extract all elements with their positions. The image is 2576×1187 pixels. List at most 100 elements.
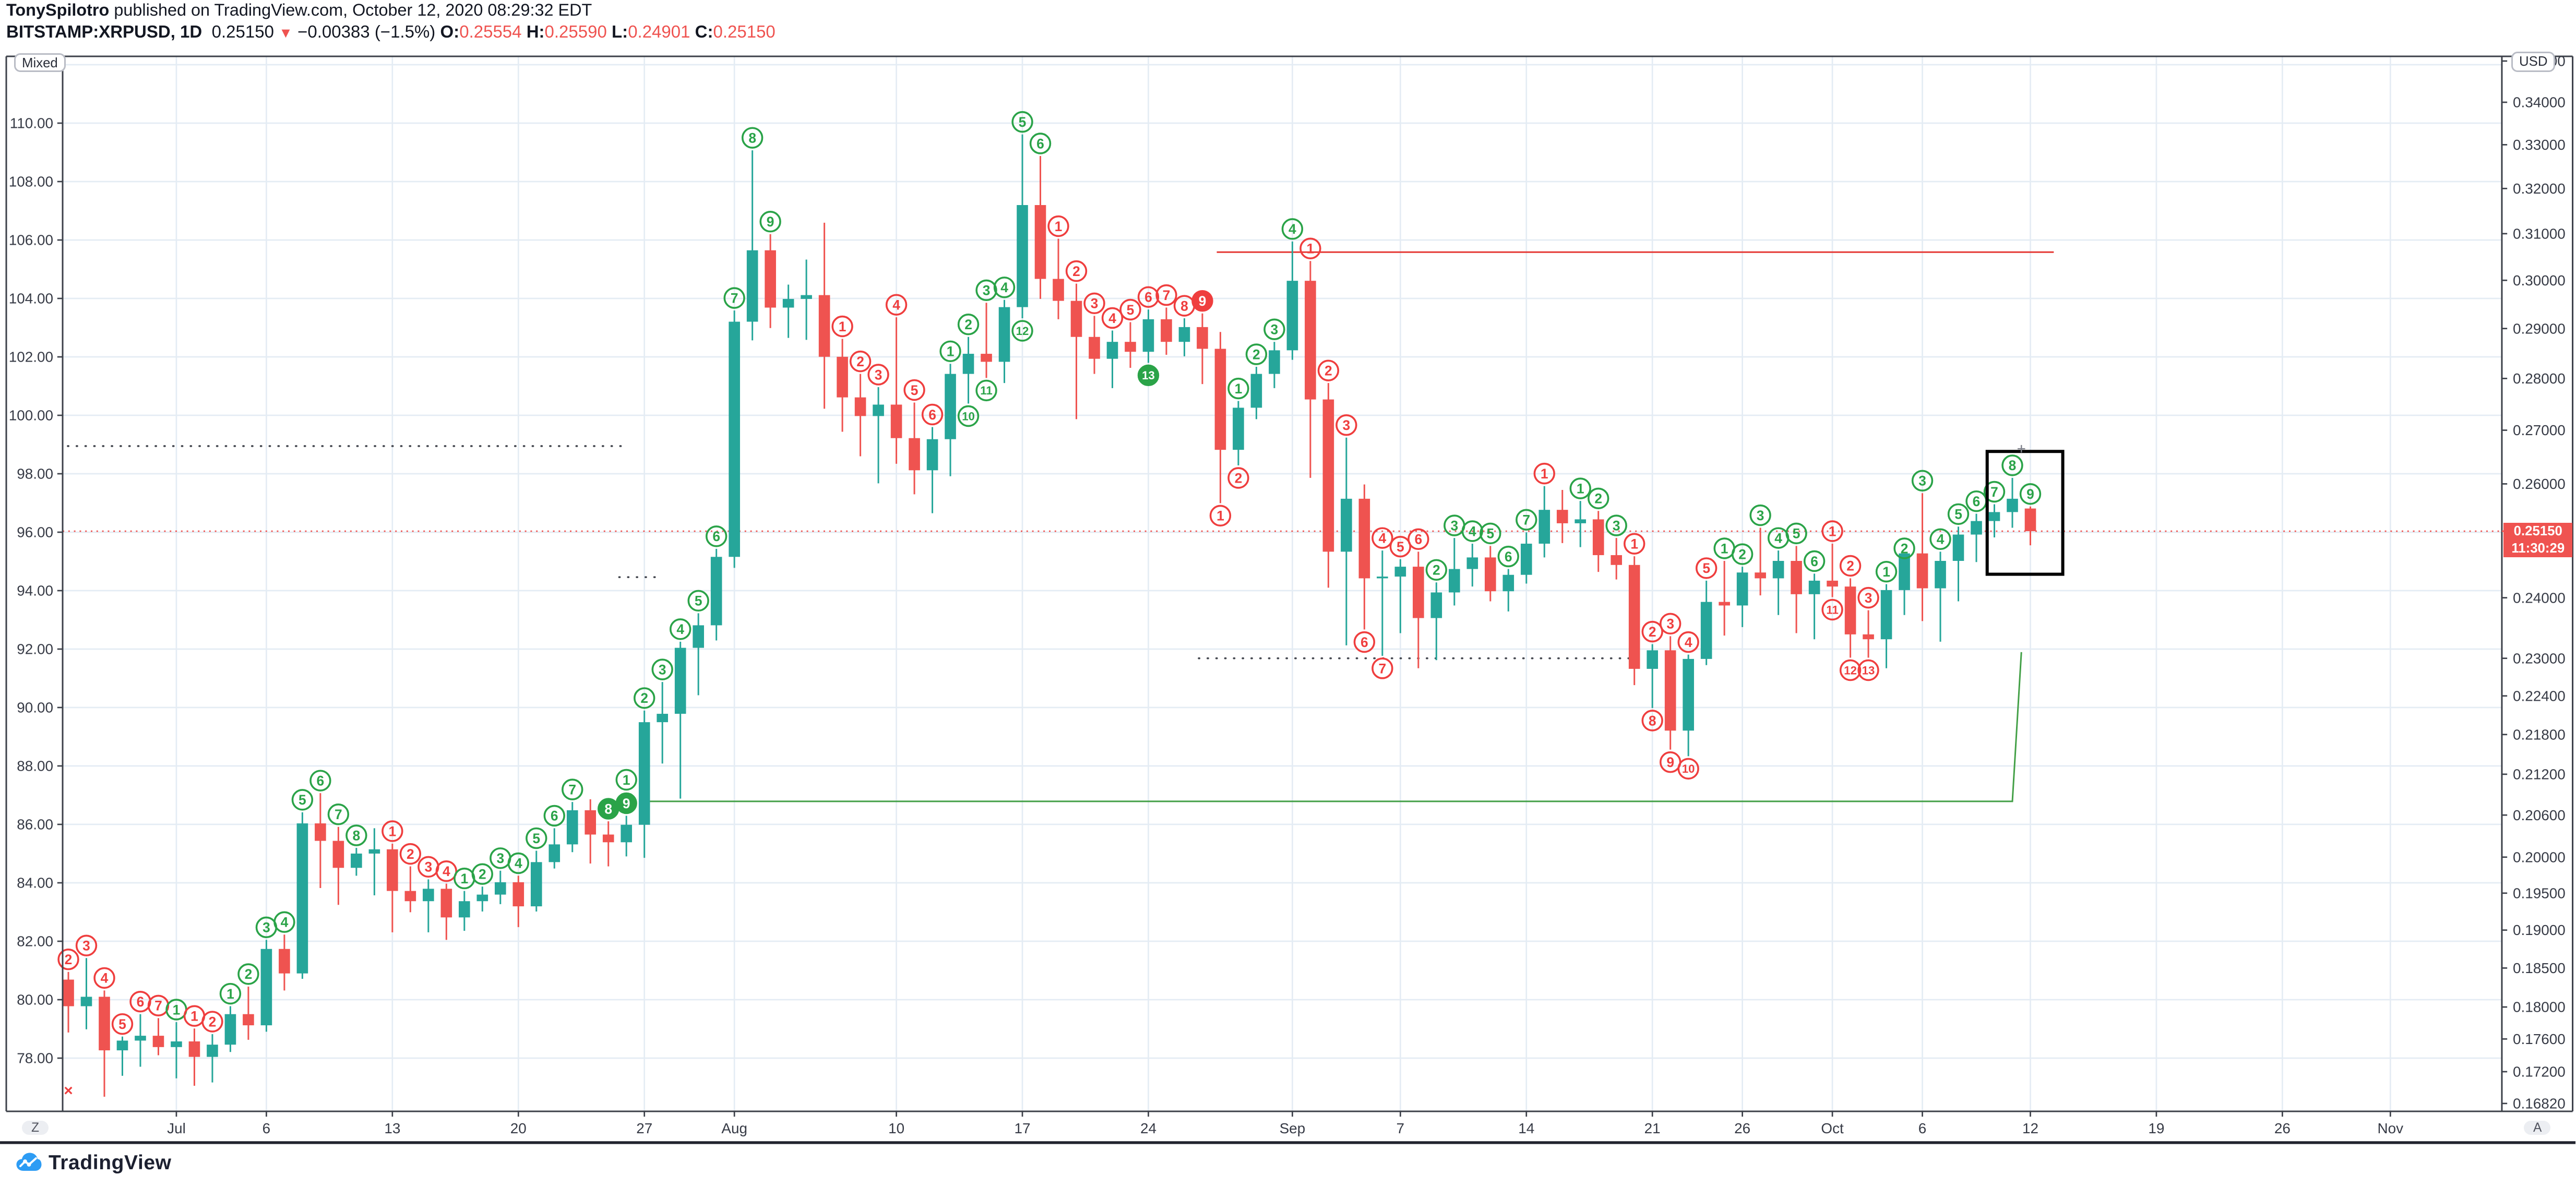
svg-text:14: 14 [1518, 1120, 1534, 1136]
svg-text:1: 1 [839, 319, 846, 334]
chart-header: TonySpilotro published on TradingView.co… [6, 2, 776, 44]
svg-text:6: 6 [137, 994, 145, 1010]
svg-text:1: 1 [623, 772, 630, 788]
svg-text:8: 8 [604, 801, 612, 817]
svg-text:86.00: 86.00 [17, 817, 53, 833]
svg-text:0.19500: 0.19500 [2513, 885, 2566, 901]
svg-text:Jul: Jul [167, 1120, 186, 1136]
svg-text:19: 19 [2148, 1120, 2164, 1136]
symbol-title[interactable]: BITSTAMP:XRPUSD, 1D [6, 22, 202, 42]
left-axis-setting-button[interactable]: Z [22, 1120, 49, 1135]
snapshot-footer: TradingView [0, 1145, 2576, 1180]
svg-text:0.27000: 0.27000 [2513, 422, 2566, 438]
svg-text:5: 5 [1397, 539, 1404, 555]
high-value: 0.25590 [544, 22, 607, 42]
svg-text:3: 3 [263, 920, 270, 936]
svg-text:3: 3 [983, 283, 991, 298]
svg-text:1: 1 [1630, 536, 1638, 551]
low-value: 0.24901 [628, 22, 690, 42]
svg-text:5: 5 [118, 1016, 126, 1032]
svg-text:0.16820: 0.16820 [2513, 1095, 2566, 1111]
high-label: H: [526, 22, 545, 42]
svg-text:0.32000: 0.32000 [2513, 181, 2566, 197]
close-value: 0.25150 [713, 22, 776, 42]
svg-text:9: 9 [1666, 754, 1674, 770]
svg-text:6: 6 [928, 407, 936, 423]
svg-text:88.00: 88.00 [17, 758, 53, 774]
svg-text:5: 5 [911, 382, 919, 398]
svg-text:12: 12 [2022, 1120, 2038, 1136]
svg-text:0.20000: 0.20000 [2513, 849, 2566, 865]
symbol-line: BITSTAMP:XRPUSD, 1D 0.25150 ▼ −0.00383 (… [6, 23, 776, 44]
svg-text:5: 5 [1127, 302, 1135, 318]
close-label: C: [695, 22, 713, 42]
svg-text:3: 3 [424, 859, 432, 875]
svg-text:3: 3 [659, 662, 666, 677]
left-scale-mode-button[interactable]: Mixed [14, 52, 66, 72]
svg-text:5: 5 [1954, 507, 1962, 522]
svg-text:4: 4 [1000, 280, 1008, 295]
svg-text:10: 10 [1682, 762, 1695, 775]
svg-text:2: 2 [1901, 541, 1909, 556]
svg-text:82.00: 82.00 [17, 933, 53, 950]
logo-text: TradingView [49, 1149, 172, 1173]
svg-text:4: 4 [1685, 634, 1692, 650]
svg-text:1: 1 [389, 823, 397, 839]
svg-text:1: 1 [1541, 466, 1548, 482]
svg-text:1: 1 [173, 1002, 181, 1017]
svg-text:17: 17 [1015, 1120, 1031, 1136]
svg-text:6: 6 [1144, 290, 1152, 305]
tradingview-logo[interactable]: TradingView [16, 1150, 172, 1173]
svg-text:5: 5 [1486, 526, 1494, 542]
svg-text:1: 1 [947, 344, 955, 359]
svg-text:3: 3 [1865, 590, 1873, 606]
svg-text:7: 7 [568, 782, 576, 797]
svg-text:2: 2 [1235, 470, 1243, 486]
svg-text:6: 6 [551, 808, 558, 824]
svg-text:3: 3 [1343, 417, 1351, 433]
last-price: 0.25150 [211, 22, 274, 42]
bar-countdown-tag: 11:30:29 [2503, 541, 2573, 557]
svg-text:1: 1 [1829, 523, 1836, 539]
svg-text:104.00: 104.00 [9, 291, 53, 307]
svg-text:1: 1 [1307, 241, 1315, 257]
svg-text:1: 1 [190, 1009, 198, 1024]
svg-text:2: 2 [479, 867, 486, 882]
svg-text:6: 6 [1973, 494, 1981, 509]
right-axis-auto-button[interactable]: A [2524, 1120, 2551, 1135]
svg-text:0.18500: 0.18500 [2513, 960, 2566, 976]
svg-text:3: 3 [1613, 518, 1620, 533]
svg-text:9: 9 [767, 214, 774, 230]
svg-text:4: 4 [892, 297, 900, 313]
svg-text:6: 6 [1036, 136, 1044, 151]
svg-text:78.00: 78.00 [17, 1050, 53, 1066]
svg-text:1: 1 [1217, 508, 1224, 524]
author-name: TonySpilotro [6, 2, 110, 20]
svg-text:2: 2 [964, 317, 972, 332]
svg-text:3: 3 [875, 367, 882, 382]
svg-text:7: 7 [1378, 661, 1386, 676]
svg-text:3: 3 [1450, 518, 1458, 533]
svg-text:1: 1 [1235, 381, 1243, 397]
svg-text:7: 7 [1397, 1120, 1405, 1136]
svg-text:21: 21 [1644, 1120, 1661, 1136]
currency-unit-button[interactable]: USD [2511, 52, 2556, 71]
svg-text:4: 4 [1289, 221, 1296, 237]
svg-text:4: 4 [676, 621, 684, 637]
svg-text:3: 3 [1666, 616, 1674, 632]
svg-text:11: 11 [980, 384, 992, 397]
svg-text:7: 7 [1163, 287, 1171, 303]
svg-text:4: 4 [1378, 530, 1386, 546]
svg-text:4: 4 [1774, 530, 1782, 546]
svg-text:4: 4 [101, 970, 109, 986]
svg-text:3: 3 [1918, 473, 1926, 489]
svg-text:12: 12 [1016, 325, 1029, 338]
svg-text:92.00: 92.00 [17, 641, 53, 657]
svg-text:2: 2 [407, 846, 414, 862]
svg-text:102.00: 102.00 [9, 349, 53, 365]
price-change: −0.00383 (−1.5%) [297, 22, 436, 42]
svg-text:2: 2 [1072, 263, 1080, 279]
svg-text:Sep: Sep [1280, 1120, 1306, 1136]
svg-text:110.00: 110.00 [10, 115, 53, 131]
